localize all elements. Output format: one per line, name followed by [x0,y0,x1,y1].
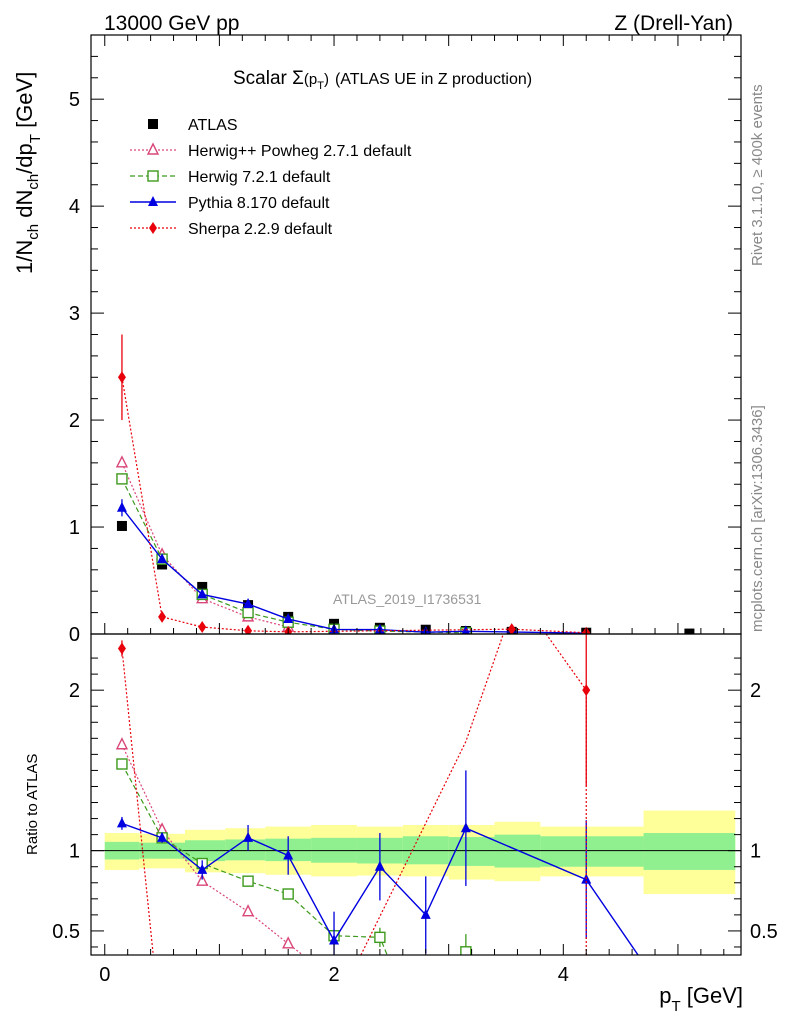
legend-label: Herwig++ Powheg 2.7.1 default [188,143,412,160]
ratio-y-tick-label: 0.5 [52,921,80,943]
atlas-main-marker [116,520,127,531]
watermark-label: ATLAS_2019_I1736531 [333,591,482,607]
legend-marker [148,119,158,129]
atlas-main-marker [197,581,208,592]
header-left-label: 13000 GeV pp [104,12,239,35]
herwigpp-ratio-marker [241,904,255,917]
band-inner-segment [225,839,266,861]
y-axis-ratio-label: Ratio to ATLAS [24,754,41,855]
mcplots-label: mcplots.cern.ch [arXiv:1306.3436] [749,405,766,632]
pythia-main-marker [157,553,168,564]
legend-entry-sherpa: Sherpa 2.2.9 default [130,221,333,238]
band-inner-segment [448,837,495,866]
atlas-main-marker [684,628,695,634]
legend-marker [146,142,160,155]
herwig7-main-marker [116,473,128,485]
plot-title: Scalar Σ(pT) (ATLAS UE in Z production) [233,68,532,92]
pythia-main-marker [283,613,294,624]
ratio-y-tick-label: 2 [69,680,80,702]
herwig7-ratio-marker [374,931,386,944]
x-tick-label: 4 [558,964,569,986]
legend-marker [149,222,157,234]
pythia-ratio-marker [197,863,208,874]
ratio-y-tick-label: 1 [69,841,80,863]
herwigpp-ratio-marker [196,873,209,886]
herwig7-ratio-marker [116,758,128,770]
band-inner-segment [540,836,644,867]
pythia-ratio-marker [157,831,168,842]
main-y-tick-label: 0 [69,624,80,646]
rivet-label: Rivet 3.1.10, ≥ 400k events [749,84,766,266]
main-y-tick-label: 1 [69,517,80,539]
sherpa-main-marker [198,621,207,634]
herwig7-ratio-marker [242,875,254,887]
pythia-main-marker [243,598,254,609]
ratio-y-tick-label-right: 0.5 [750,921,778,943]
pythia-ratio-marker [374,860,385,871]
pythia-ratio-marker [329,934,340,945]
x-tick-label: 2 [328,964,339,986]
pythia-ratio-marker [116,817,127,828]
x-axis-label: pT [GeV] [659,983,743,1015]
legend-marker [147,170,159,182]
herwig7-main-marker [242,606,254,619]
header-right-label: Z (Drell-Yan) [614,12,733,35]
pythia-ratio-marker [420,908,431,919]
pythia-ratio-marker [243,831,254,842]
pythia-main-marker [116,501,127,512]
ratio-y-tick-label-right: 2 [750,680,761,702]
main-y-tick-label: 3 [69,303,80,325]
legend-label: Sherpa 2.2.9 default [188,221,333,238]
x-tick-label: 0 [99,964,110,986]
sherpa-ratio-line [121,634,587,955]
y-axis-main-label: 1/Nch dNch/dpT [GeV] [12,72,44,274]
legend-marker [148,196,158,206]
herwigpp-main-marker [115,455,129,468]
legend: ATLAS Herwig++ Powheg 2.7.1 default Herwig… [130,117,412,238]
legend-entry-pythia: Pythia 8.170 default [130,195,330,212]
herwig7-main-line [121,478,466,634]
sherpa-main-marker [117,371,126,384]
legend-entry-herwigpp: Herwig++ Powheg 2.7.1 default [130,142,412,160]
herwig7-ratio-marker [460,946,472,955]
band-inner-segment [643,833,736,870]
main-y-tick-label: 2 [69,410,80,432]
sherpa-main-marker [244,624,253,634]
ratio-panel-frame [90,633,742,956]
pythia-main-marker [197,588,208,599]
uncertainty-band-group [91,810,741,895]
main-y-tick-label: 5 [69,89,80,111]
sherpa-ratio-marker [117,642,126,655]
legend-label: ATLAS [188,117,238,134]
herwig7-ratio-marker [282,888,294,900]
sherpa-main-marker [158,610,167,623]
ratio-panel-series [115,634,639,955]
herwigpp-ratio-marker [282,936,295,949]
legend-label: Herwig 7.2.1 default [188,169,331,186]
axis-group: 0 2 4 0 1 2 3 4 5 0.5 0.5 1 1 2 2 [52,35,778,986]
legend-entry-atlas: ATLAS [148,117,238,134]
ratio-y-tick-label-right: 1 [750,841,761,863]
legend-label: Pythia 8.170 default [188,195,330,212]
herwigpp-ratio-marker [115,737,129,750]
legend-entry-herwig7: Herwig 7.2.1 default [130,169,331,186]
main-y-tick-label: 4 [69,196,80,218]
herwig7-ratio-line [121,763,388,955]
sherpa-main-marker [507,623,516,634]
pythia-ratio-marker [460,822,471,833]
series-group [115,334,695,955]
pythia-main-line [121,507,587,634]
pythia-ratio-marker [283,849,294,860]
sherpa-ratio-marker [582,684,591,697]
